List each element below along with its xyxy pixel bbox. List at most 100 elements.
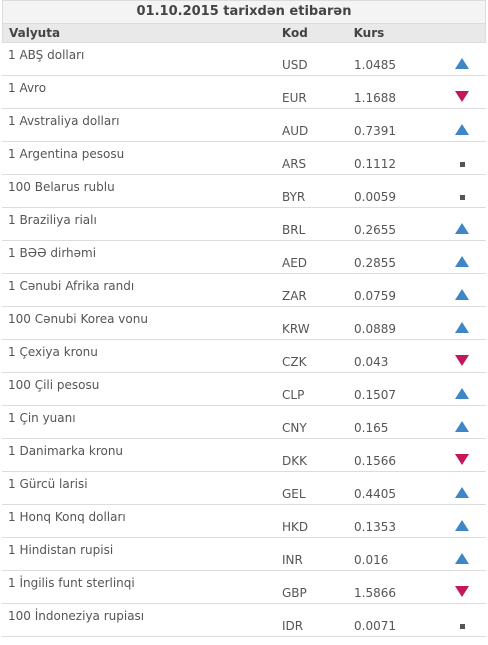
table-row: 1 Avro EUR 1.1688 [2, 76, 486, 109]
column-header-code: Kod [281, 26, 308, 40]
exchange-rate: 0.0889 [354, 322, 396, 336]
currency-code: USD [282, 58, 308, 72]
currency-code: AUD [282, 124, 309, 138]
exchange-rate: 0.2655 [354, 223, 396, 237]
arrow-up-icon [455, 421, 469, 432]
table-row: 100 Cənubi Korea vonu KRW 0.0889 [2, 307, 486, 340]
trend-cell [432, 472, 486, 504]
currency-code: BRL [282, 223, 306, 237]
trend-cell [432, 307, 486, 339]
currency-code: GEL [282, 487, 306, 501]
exchange-rate: 1.1688 [354, 91, 396, 105]
table-row: 1 Çin yuanı CNY 0.165 [2, 406, 486, 439]
trend-cell [432, 241, 486, 273]
trend-cell [432, 571, 486, 603]
currency-code: CLP [282, 388, 305, 402]
table-row: 1 Cənubi Afrika randı ZAR 0.0759 [2, 274, 486, 307]
square-icon [460, 195, 465, 200]
currency-name: 1 ABŞ dolları [8, 48, 85, 62]
trend-cell [432, 505, 486, 537]
arrow-down-icon [455, 586, 469, 597]
exchange-rate: 0.1112 [354, 157, 396, 171]
table-header: Valyuta Kod Kurs [2, 23, 486, 43]
arrow-up-icon [455, 553, 469, 564]
table-row: 1 ABŞ dolları USD 1.0485 [2, 43, 486, 76]
table-row: 1 Çexiya kronu CZK 0.043 [2, 340, 486, 373]
currency-code: GBP [282, 586, 307, 600]
exchange-rate: 0.165 [354, 421, 389, 435]
currency-code: DKK [282, 454, 307, 468]
exchange-rate: 1.5866 [354, 586, 396, 600]
arrow-down-icon [455, 91, 469, 102]
table-row: 1 Avstraliya dolları AUD 0.7391 [2, 109, 486, 142]
table-row: 100 Belarus rublu BYR 0.0059 [2, 175, 486, 208]
table-row: 1 Hindistan rupisi INR 0.016 [2, 538, 486, 571]
trend-cell [432, 406, 486, 438]
table-row-cutoff [2, 637, 486, 645]
arrow-up-icon [455, 388, 469, 399]
trend-cell [432, 439, 486, 471]
trend-cell [432, 208, 486, 240]
exchange-rate: 0.043 [354, 355, 389, 369]
date-title: 01.10.2015 tarixdən etibarən [2, 0, 486, 23]
exchange-rate: 0.016 [354, 553, 389, 567]
currency-code: CZK [282, 355, 307, 369]
trend-cell [432, 340, 486, 372]
currency-name: 100 Çili pesosu [8, 378, 100, 392]
currency-code: HKD [282, 520, 309, 534]
exchange-rate: 0.1566 [354, 454, 396, 468]
arrow-up-icon [455, 289, 469, 300]
currency-name: 1 Danimarka kronu [8, 444, 124, 458]
currency-code: ARS [282, 157, 307, 171]
trend-cell [432, 76, 486, 108]
exchange-rate: 0.0059 [354, 190, 396, 204]
currency-code: AED [282, 256, 308, 270]
currency-code: KRW [282, 322, 310, 336]
table-row: 1 Danimarka kronu DKK 0.1566 [2, 439, 486, 472]
trend-cell [432, 538, 486, 570]
table-row: 1 Braziliya rialı BRL 0.2655 [2, 208, 486, 241]
currency-name: 100 Cənubi Korea vonu [8, 312, 148, 326]
table-row: 1 Honq Konq dolları HKD 0.1353 [2, 505, 486, 538]
trend-cell [432, 373, 486, 405]
trend-cell [432, 604, 486, 636]
currency-name: 1 Çin yuanı [8, 411, 76, 425]
currency-name: 1 İngilis funt sterlinqi [8, 576, 135, 590]
exchange-rate: 0.7391 [354, 124, 396, 138]
table-row: 1 BƏƏ dirhəmi AED 0.2855 [2, 241, 486, 274]
exchange-rate: 0.4405 [354, 487, 396, 501]
arrow-up-icon [455, 124, 469, 135]
currency-code: INR [282, 553, 303, 567]
currency-name: 1 Argentina pesosu [8, 147, 125, 161]
column-header-currency: Valyuta [9, 26, 61, 40]
currency-name: 1 BƏƏ dirhəmi [8, 246, 97, 260]
currency-code: EUR [282, 91, 307, 105]
exchange-rate: 0.0071 [354, 619, 396, 633]
exchange-rate: 0.1507 [354, 388, 396, 402]
currency-code: BYR [282, 190, 306, 204]
currency-name: 1 Cənubi Afrika randı [8, 279, 135, 293]
trend-cell [432, 175, 486, 207]
exchange-rate: 0.2855 [354, 256, 396, 270]
column-header-rate: Kurs [353, 26, 385, 40]
trend-cell [432, 142, 486, 174]
exchange-rate: 0.0759 [354, 289, 396, 303]
trend-cell [432, 274, 486, 306]
currency-name: 1 Hindistan rupisi [8, 543, 114, 557]
arrow-down-icon [455, 454, 469, 465]
arrow-up-icon [455, 256, 469, 267]
arrow-up-icon [455, 520, 469, 531]
table-row: 1 Argentina pesosu ARS 0.1112 [2, 142, 486, 175]
exchange-rate: 0.1353 [354, 520, 396, 534]
table-body: 1 ABŞ dolları USD 1.0485 1 Avro EUR 1.1688 1 A… [2, 43, 486, 637]
currency-code: ZAR [282, 289, 307, 303]
square-icon [460, 162, 465, 167]
square-icon [460, 624, 465, 629]
table-row: 100 İndoneziya rupiası IDR 0.0071 [2, 604, 486, 637]
trend-cell [432, 43, 486, 75]
currency-code: CNY [282, 421, 307, 435]
currency-name: 1 Çexiya kronu [8, 345, 98, 359]
exchange-rate: 1.0485 [354, 58, 396, 72]
currency-name: 1 Avstraliya dolları [8, 114, 120, 128]
